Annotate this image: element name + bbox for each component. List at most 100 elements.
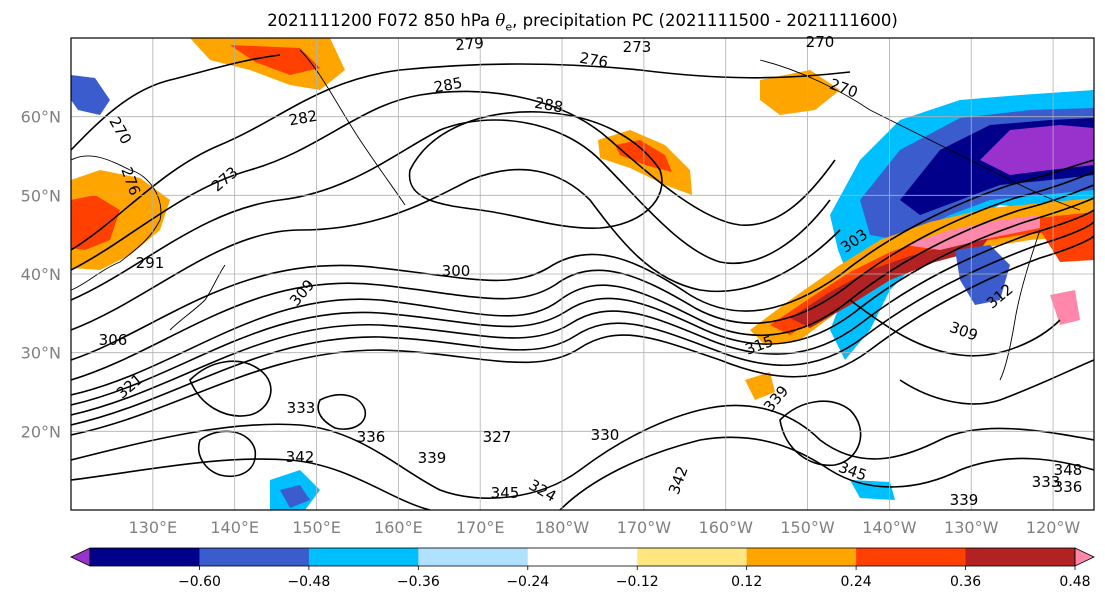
contour-path [71, 90, 836, 271]
colorbar-tick-label: 0.36 [950, 574, 981, 590]
contour-label: 336 [357, 428, 386, 446]
map-panel [70, 37, 1095, 511]
contour-label: 345 [491, 484, 520, 502]
lon-tick-label: 170°W [617, 518, 672, 537]
longitude-axis: 130°E 140°E 150°E 160°E 170°E 180°W 170°W 160°W… [129, 518, 1081, 537]
colorbar-segment [965, 548, 1076, 566]
lat-tick-label: 20°N [21, 422, 61, 441]
colorbar-tick-label: −0.60 [178, 574, 221, 590]
colorbar-frame [89, 547, 1076, 567]
colorbar-extend-low [70, 547, 91, 567]
shade-blue-coast [955, 245, 1010, 305]
lon-tick-label: 150°E [292, 518, 341, 537]
shade-darkred-front [790, 236, 990, 328]
shade-midblue-south [280, 485, 310, 508]
lon-tick-label: 150°W [780, 518, 835, 537]
lon-tick-label: 170°E [456, 518, 505, 537]
contour-label: 333 [1032, 473, 1061, 491]
lon-tick-label: 160°E [374, 518, 423, 537]
contour-label: 342 [286, 448, 315, 466]
contour-label: 333 [287, 399, 316, 417]
contour-label: 339 [418, 449, 447, 467]
shade-red-northwest [230, 45, 320, 75]
title-prefix: 2021111200 F072 850 hPa [267, 11, 496, 30]
contour-label: 282 [287, 107, 318, 130]
colorbar: −0.60 −0.48 −0.36 −0.24 −0.12 0.12 0.24 0.36 0.4… [70, 547, 1095, 590]
colorbar-segment [746, 548, 857, 566]
contour-path [71, 221, 1094, 426]
theta-e-contours [71, 54, 1094, 510]
coastline-japan [169, 264, 226, 331]
lon-tick-label: 160°W [699, 518, 754, 537]
contour-path [899, 359, 1094, 405]
lat-tick-label: 30°N [21, 344, 61, 363]
contour-label: 270 [806, 33, 835, 51]
contour-label: 279 [455, 34, 485, 54]
contour-label: 273 [623, 38, 652, 56]
colorbar-tick-label: 0.12 [731, 574, 762, 590]
theta-subscript: e [505, 20, 513, 34]
lon-tick-label: 140°W [862, 518, 917, 537]
colorbar-tick-label: −0.12 [616, 574, 659, 590]
contour-path [849, 299, 1061, 357]
shade-lightblue-northwest [71, 75, 110, 115]
colorbar-tick-label: −0.36 [397, 574, 440, 590]
lon-tick-label: 120°W [1026, 518, 1081, 537]
colorbar-segment [637, 548, 748, 566]
shade-purple-alaska [980, 125, 1094, 175]
contour-label: 306 [99, 331, 128, 349]
colorbar-segment [308, 548, 419, 566]
contour-label: 291 [136, 254, 165, 272]
contour-label: 348 [1054, 461, 1083, 479]
colorbar-segment [856, 548, 967, 566]
contour-path [71, 404, 1094, 499]
contour-path [559, 436, 1094, 510]
colorbar-extend-high [1074, 547, 1095, 567]
contour-path [71, 171, 1094, 381]
map-frame [70, 37, 1095, 511]
contour-path [71, 168, 841, 331]
map-title: 2021111200 F072 850 hPa θe, precipitatio… [0, 11, 1105, 33]
contour-path [71, 54, 281, 151]
colorbar-segment [527, 548, 638, 566]
contour-path [71, 209, 1094, 416]
contour-path [317, 394, 366, 430]
coastline-alaska [759, 59, 1081, 211]
contour-path [71, 458, 431, 510]
colorbar-segment [418, 548, 529, 566]
lon-tick-label: 130°W [944, 518, 999, 537]
colorbar-tick-label: −0.48 [287, 574, 330, 590]
lon-tick-label: 130°E [129, 518, 178, 537]
shade-pink-front [905, 215, 1040, 250]
lat-tick-label: 40°N [21, 265, 61, 284]
map-gridlines [71, 38, 1094, 510]
contour-path [779, 400, 862, 467]
lon-tick-label: 140°E [210, 518, 259, 537]
contour-label: 300 [442, 262, 471, 280]
contour-label: 330 [591, 426, 620, 444]
contour-path [71, 63, 851, 251]
shade-red-canada [1040, 225, 1094, 262]
colorbar-segment [90, 548, 200, 566]
contour-label: 276 [578, 49, 609, 72]
colorbar-tick-label: 0.48 [1059, 574, 1090, 590]
lat-tick-label: 60°N [21, 108, 61, 127]
contour-label: 285 [432, 74, 463, 97]
coastlines [71, 49, 1081, 381]
contour-path [71, 235, 1094, 436]
shade-pink-southeast [1050, 290, 1080, 325]
contour-path [71, 197, 1094, 406]
colorbar-segment [199, 548, 310, 566]
colorbar-tick-label: −0.24 [506, 574, 549, 590]
colorbar-tick-label: 0.24 [841, 574, 872, 590]
theta-symbol: θ [495, 11, 506, 30]
contour-label: 336 [1054, 478, 1083, 496]
shade-orange-hawaii [745, 372, 775, 400]
contour-label: 339 [950, 491, 979, 509]
contour-path [71, 119, 831, 301]
shade-blue-southeast [850, 480, 895, 500]
coastline-nw-america [999, 229, 1041, 381]
shade-red-west [71, 195, 120, 250]
contour-path [408, 111, 663, 229]
